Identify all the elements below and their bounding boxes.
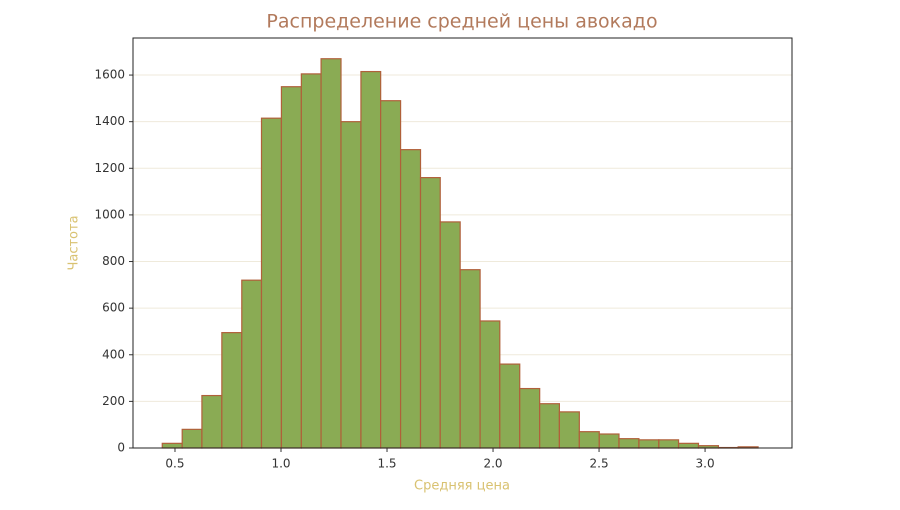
bar bbox=[499, 363, 521, 449]
y-tick-label: 400 bbox=[102, 347, 125, 361]
x-tick-label: 3.0 bbox=[696, 457, 715, 471]
x-tick-label: 2.5 bbox=[590, 457, 609, 471]
y-tick-label: 0 bbox=[117, 441, 125, 455]
bar bbox=[380, 100, 402, 449]
y-tick-label: 600 bbox=[102, 301, 125, 315]
bar bbox=[399, 149, 422, 449]
x-tick-label: 1.0 bbox=[271, 457, 290, 471]
bar bbox=[519, 387, 541, 449]
bar bbox=[221, 332, 243, 449]
bar bbox=[201, 394, 223, 449]
bar bbox=[677, 442, 700, 449]
bar bbox=[479, 320, 501, 449]
x-tick-label: 2.0 bbox=[483, 457, 502, 471]
y-tick-label: 200 bbox=[102, 394, 125, 408]
y-tick-label: 1600 bbox=[94, 68, 125, 82]
bar bbox=[459, 269, 481, 449]
bar bbox=[638, 439, 660, 449]
y-axis-label: Частота bbox=[67, 215, 82, 270]
bar bbox=[241, 279, 263, 449]
bar bbox=[340, 121, 362, 449]
plot-frame bbox=[132, 37, 793, 449]
bar bbox=[578, 431, 600, 449]
bar bbox=[161, 442, 183, 449]
bar bbox=[558, 411, 580, 449]
x-tick-label: 1.5 bbox=[377, 457, 396, 471]
bar bbox=[260, 117, 283, 449]
bar bbox=[360, 70, 382, 449]
bar bbox=[280, 86, 302, 449]
y-tick-label: 1400 bbox=[94, 114, 125, 128]
x-axis-label: Средняя цена bbox=[414, 479, 510, 494]
y-tick-label: 800 bbox=[102, 254, 125, 268]
bar bbox=[598, 433, 620, 449]
x-tick-label: 0.5 bbox=[165, 457, 184, 471]
bar bbox=[181, 428, 203, 449]
y-tick-label: 1200 bbox=[94, 161, 125, 175]
bar bbox=[419, 177, 441, 449]
bar bbox=[439, 221, 461, 449]
bar bbox=[320, 58, 342, 449]
bar bbox=[539, 403, 560, 449]
chart-title: Распределение средней цены авокадо bbox=[266, 11, 657, 33]
bar bbox=[300, 73, 322, 449]
bar bbox=[618, 438, 640, 449]
bar bbox=[658, 439, 680, 449]
y-tick-label: 1000 bbox=[94, 207, 125, 221]
